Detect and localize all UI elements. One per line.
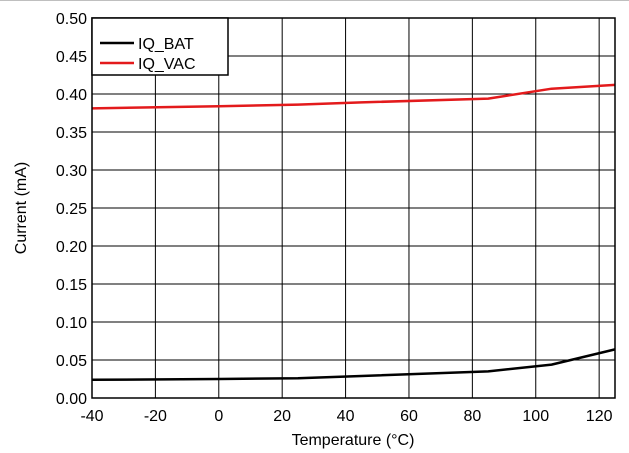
x-axis-label: Temperature (°C) xyxy=(292,432,415,449)
y-tick-label: 0.10 xyxy=(56,315,87,332)
x-tick-label: 40 xyxy=(337,408,355,425)
x-tick-label: -40 xyxy=(80,408,103,425)
x-tick-label: 60 xyxy=(400,408,418,425)
legend: IQ_BAT IQ_VAC xyxy=(91,17,229,76)
plot-area xyxy=(91,17,616,399)
legend-label-iq-vac: IQ_VAC xyxy=(138,56,196,73)
plot-frame xyxy=(91,17,616,399)
x-tick-label: -20 xyxy=(144,408,167,425)
y-tick-label: 0.35 xyxy=(56,125,87,142)
series-line-iq-bat xyxy=(91,348,616,382)
legend-box xyxy=(91,17,229,76)
series-line-iq-vac xyxy=(91,83,616,110)
x-tick-label: 20 xyxy=(273,408,291,425)
y-tick-label: 0.30 xyxy=(56,163,87,180)
x-tick-label: 0 xyxy=(214,408,223,425)
top-border xyxy=(0,0,629,1)
series-lines xyxy=(91,83,616,382)
y-axis-label: Current (mA) xyxy=(13,162,30,254)
y-tick-label: 0.25 xyxy=(56,201,87,218)
y-tick-label: 0.05 xyxy=(56,353,87,370)
y-tick-label: 0.50 xyxy=(56,11,87,28)
y-tick-labels: 0.00 0.05 0.10 0.15 0.20 0.25 0.30 0.35 0.40 0.45… xyxy=(56,11,87,408)
y-tick-label: 0.40 xyxy=(56,87,87,104)
x-tick-labels: -40 -20 0 20 40 60 80 100 120 xyxy=(80,408,612,425)
legend-label-iq-bat: IQ_BAT xyxy=(138,36,194,53)
x-tick-label: 100 xyxy=(522,408,549,425)
y-tick-label: 0.20 xyxy=(56,239,87,256)
y-tick-label: 0.00 xyxy=(56,391,87,408)
y-tick-label: 0.45 xyxy=(56,49,87,66)
x-tick-label: 80 xyxy=(463,408,481,425)
x-tick-label: 120 xyxy=(586,408,613,425)
y-tick-label: 0.15 xyxy=(56,277,87,294)
